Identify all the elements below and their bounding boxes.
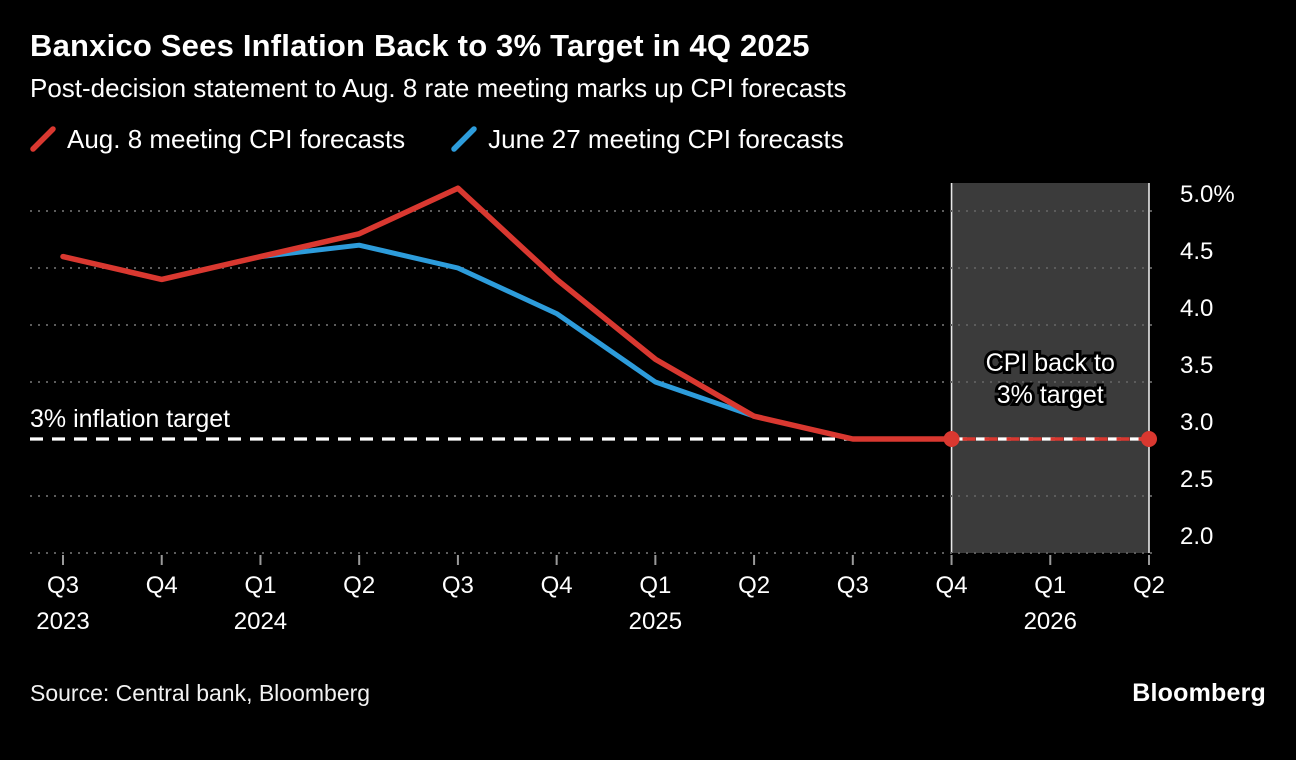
svg-text:Q2: Q2 bbox=[343, 572, 375, 599]
svg-text:2026: 2026 bbox=[1024, 608, 1077, 633]
svg-text:3.5: 3.5 bbox=[1180, 352, 1213, 379]
red-line-swatch-icon bbox=[30, 126, 56, 153]
svg-text:3% inflation target: 3% inflation target bbox=[30, 405, 230, 433]
svg-text:Q3: Q3 bbox=[47, 572, 79, 599]
svg-text:2.0: 2.0 bbox=[1180, 523, 1213, 550]
svg-text:Q3: Q3 bbox=[837, 572, 869, 599]
svg-text:2023: 2023 bbox=[36, 608, 89, 633]
source-note: Source: Central bank, Bloomberg bbox=[30, 679, 371, 706]
svg-text:3% target: 3% target bbox=[997, 381, 1104, 409]
legend-label-june27: June 27 meeting CPI forecasts bbox=[488, 123, 844, 154]
legend: Aug. 8 meeting CPI forecasts June 27 mee… bbox=[30, 124, 1266, 155]
svg-text:CPI back to: CPI back to bbox=[986, 349, 1115, 377]
cpi-forecast-line-chart: 5.0% 4.5 4.0 3.5 3.0 2.5 2.0 CPI back to 3% targ… bbox=[30, 181, 1235, 633]
svg-text:Q4: Q4 bbox=[146, 572, 178, 599]
svg-text:3.0: 3.0 bbox=[1180, 409, 1213, 436]
svg-text:Q1: Q1 bbox=[244, 572, 276, 599]
blue-line-swatch-icon bbox=[451, 126, 477, 153]
svg-text:2.5: 2.5 bbox=[1180, 466, 1213, 493]
svg-text:Q4: Q4 bbox=[936, 572, 968, 599]
bloomberg-logo: Bloomberg bbox=[1132, 678, 1266, 707]
svg-text:4.0: 4.0 bbox=[1180, 295, 1213, 322]
svg-text:Q1: Q1 bbox=[1034, 572, 1066, 599]
chart-page: Banxico Sees Inflation Back to 3% Target… bbox=[30, 28, 1266, 708]
svg-text:Q1: Q1 bbox=[639, 572, 671, 599]
svg-text:Q2: Q2 bbox=[1133, 572, 1165, 599]
legend-item-june27: June 27 meeting CPI forecasts bbox=[451, 124, 844, 155]
svg-text:Q2: Q2 bbox=[738, 572, 770, 599]
chart-subtitle: Post-decision statement to Aug. 8 rate m… bbox=[30, 72, 847, 103]
svg-text:4.5: 4.5 bbox=[1180, 238, 1213, 265]
svg-text:Q4: Q4 bbox=[541, 572, 573, 599]
chart-title: Banxico Sees Inflation Back to 3% Target… bbox=[30, 28, 810, 63]
footer: Source: Central bank, Bloomberg Bloomber… bbox=[30, 679, 1266, 708]
legend-label-aug8: Aug. 8 meeting CPI forecasts bbox=[67, 123, 406, 154]
svg-text:5.0%: 5.0% bbox=[1180, 181, 1235, 208]
svg-text:2025: 2025 bbox=[629, 608, 682, 633]
legend-item-aug8: Aug. 8 meeting CPI forecasts bbox=[30, 124, 405, 155]
svg-text:Q3: Q3 bbox=[442, 572, 474, 599]
svg-text:2024: 2024 bbox=[234, 608, 287, 633]
